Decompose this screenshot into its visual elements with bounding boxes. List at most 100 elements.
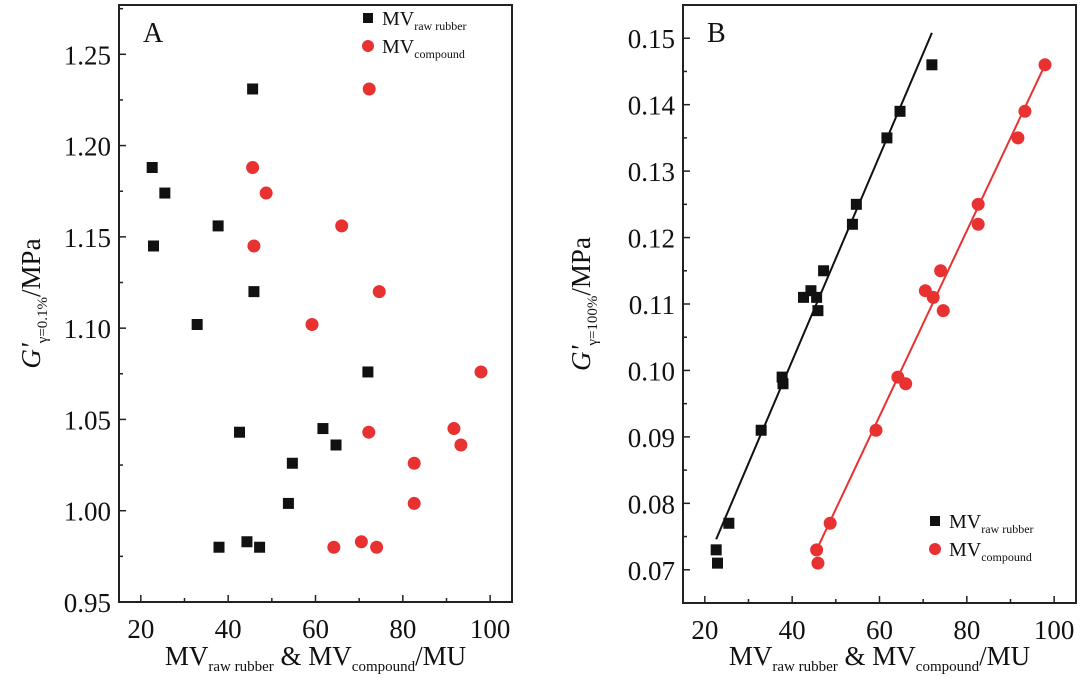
- x-axis-title: MVraw rubber & MVcompound/MU: [165, 641, 466, 675]
- data-point-square: [191, 318, 203, 330]
- y-tick-label: 0.14: [628, 91, 676, 121]
- x-title-sub-raw: raw rubber: [208, 659, 273, 675]
- x-title-mid: & MV: [274, 641, 353, 671]
- data-point-square: [711, 557, 723, 569]
- data-point-square: [248, 286, 260, 298]
- y-axis-title: G'γ=100%/MPa: [566, 237, 601, 371]
- data-point-circle: [823, 516, 837, 530]
- data-point-square: [805, 285, 817, 297]
- x-tick-label: 80: [389, 614, 416, 644]
- data-point-square: [147, 240, 159, 252]
- data-point-square: [159, 187, 171, 199]
- data-point-square: [776, 371, 788, 383]
- y-tick-label: 1.00: [64, 497, 111, 527]
- y-title-sub: γ=0.1%: [35, 297, 51, 344]
- legend-label-sub: compound: [981, 550, 1032, 564]
- y-tick-label: 0.12: [628, 224, 675, 254]
- data-point-square: [254, 541, 266, 553]
- y-title-sub: γ=100%: [585, 296, 601, 347]
- legend-square-icon: [930, 516, 940, 526]
- legend-label-main: MV: [382, 8, 415, 30]
- y-title-end: /MPa: [16, 238, 46, 297]
- data-point-square: [881, 132, 893, 144]
- data-point-circle: [869, 423, 883, 437]
- data-point-square: [926, 59, 938, 71]
- panel-letter: A: [143, 18, 164, 49]
- y-tick-label: 0.08: [628, 489, 675, 519]
- x-tick-label: 40: [215, 614, 242, 644]
- legend-label: MVraw rubber: [382, 8, 467, 33]
- legend-label: MVraw rubber: [949, 511, 1034, 536]
- panel-b: 20 40 60 80 100 0.07 0.08 0.09 0.10 0.11 0.12 0.13 0…: [566, 4, 1077, 675]
- data-point-square: [330, 439, 342, 451]
- series-compound: [810, 58, 1052, 570]
- y-title-end: /MPa: [566, 237, 596, 296]
- data-point-circle: [474, 365, 488, 379]
- data-point-square: [146, 161, 158, 173]
- legend-label-main: MV: [382, 36, 415, 58]
- y-title-main: G': [566, 344, 596, 370]
- x-tick-label: 20: [691, 615, 718, 645]
- data-point-circle: [926, 290, 940, 304]
- data-point-square: [811, 291, 823, 303]
- data-point-square: [247, 83, 259, 95]
- data-point-circle: [971, 217, 985, 231]
- plot-frame: [118, 4, 513, 603]
- x-axis-title: MVraw rubber & MVcompound/MU: [729, 641, 1030, 675]
- y-tick-label: 1.20: [64, 132, 111, 162]
- y-tick-label: 1.10: [64, 314, 111, 344]
- series-compound: [246, 82, 488, 554]
- x-title-main: MV: [729, 641, 773, 671]
- data-point-square: [894, 105, 906, 117]
- data-point-circle: [1038, 58, 1052, 72]
- series-raw-rubber: [146, 83, 374, 553]
- x-tick-label: 40: [779, 615, 806, 645]
- data-point-circle: [370, 540, 384, 554]
- data-point-circle: [247, 239, 261, 253]
- data-point-square: [241, 536, 253, 548]
- y-tick-label: 1.15: [64, 223, 111, 253]
- data-point-square: [846, 218, 858, 230]
- data-point-square: [282, 497, 294, 509]
- x-title-end: /MU: [415, 641, 466, 671]
- data-point-circle: [335, 219, 349, 233]
- y-tick-label: 0.95: [64, 588, 111, 618]
- legend-label: MVcompound: [949, 539, 1032, 564]
- data-point-square: [212, 220, 224, 232]
- x-tick-label: 100: [470, 614, 511, 644]
- data-point-square: [755, 424, 767, 436]
- x-title-mid: & MV: [838, 641, 917, 671]
- x-title-main: MV: [165, 641, 209, 671]
- data-point-circle: [447, 422, 461, 436]
- legend-square-icon: [363, 13, 373, 23]
- data-point-circle: [246, 160, 260, 174]
- data-point-circle: [1018, 104, 1032, 118]
- data-point-square: [777, 378, 789, 390]
- data-point-circle: [354, 535, 368, 549]
- y-tick-label: 0.09: [628, 423, 675, 453]
- data-point-circle: [934, 264, 948, 278]
- legend-label-main: MV: [949, 511, 982, 533]
- legend-circle-icon: [362, 40, 374, 52]
- legend-label-sub: compound: [414, 47, 465, 61]
- plot-frame: [682, 4, 1077, 604]
- legend-label: MVcompound: [382, 36, 465, 61]
- x-title-sub-raw: raw rubber: [772, 659, 837, 675]
- x-tick-label: 60: [302, 614, 329, 644]
- data-point-circle: [259, 186, 273, 200]
- x-title-end: /MU: [979, 641, 1030, 671]
- y-tick-label: 0.07: [628, 556, 675, 586]
- data-point-square: [850, 198, 862, 210]
- data-point-circle: [407, 496, 421, 510]
- x-tick-label: 100: [1034, 615, 1075, 645]
- y-tick-label: 0.13: [628, 157, 675, 187]
- data-point-circle: [362, 82, 376, 96]
- data-point-circle: [362, 425, 376, 439]
- data-point-square: [710, 544, 722, 556]
- data-point-circle: [372, 285, 386, 299]
- legend-label-sub: raw rubber: [981, 522, 1033, 536]
- x-title-sub-compound: compound: [916, 659, 980, 675]
